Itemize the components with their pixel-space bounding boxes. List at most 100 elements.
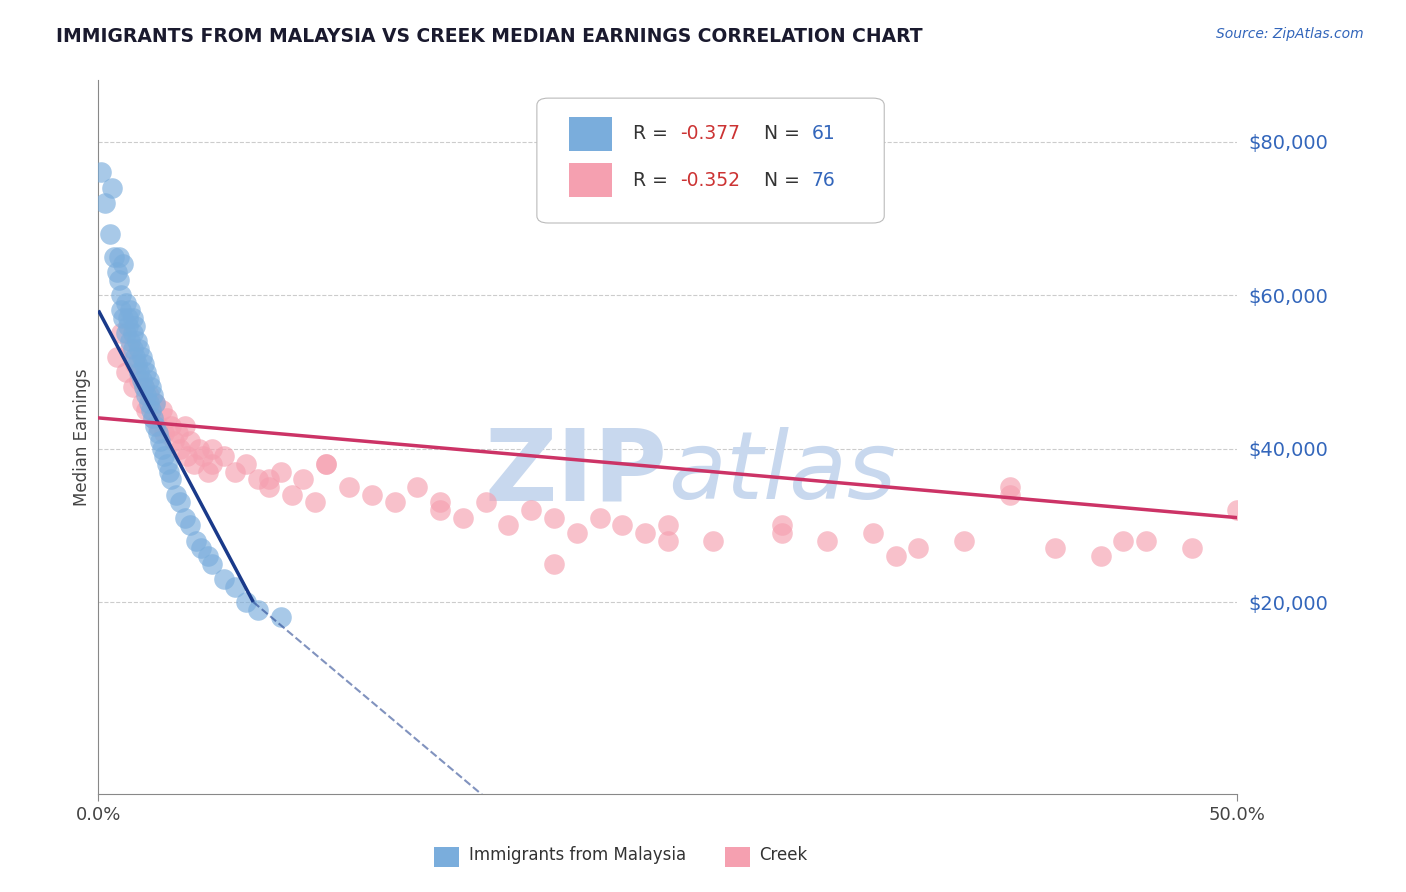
Point: [235, 595, 257, 609]
Point: [110, 303, 132, 318]
Text: R =: R =: [633, 124, 673, 144]
Text: ZIP: ZIP: [485, 425, 668, 521]
Point: [138, 372, 160, 386]
Point: [139, 403, 162, 417]
Point: [565, 526, 588, 541]
Point: [145, 418, 167, 433]
Point: [167, 426, 190, 441]
Point: [907, 541, 929, 556]
Point: [169, 495, 191, 509]
Text: N =: N =: [763, 124, 806, 144]
Point: [146, 418, 169, 433]
Point: [142, 388, 165, 402]
Point: [105, 265, 128, 279]
Point: [201, 442, 224, 456]
Point: [176, 450, 198, 464]
Point: [702, 533, 724, 548]
Point: [884, 549, 907, 563]
Point: [101, 180, 124, 194]
Point: [128, 342, 150, 356]
Point: [201, 457, 224, 471]
Point: [235, 457, 257, 471]
Point: [114, 326, 136, 341]
Point: [139, 380, 162, 394]
Point: [246, 603, 269, 617]
Point: [117, 318, 139, 333]
Point: [384, 495, 406, 509]
Point: [246, 472, 269, 486]
Point: [998, 480, 1021, 494]
Point: [127, 357, 149, 371]
Point: [224, 580, 246, 594]
FancyBboxPatch shape: [569, 163, 612, 197]
Point: [142, 410, 165, 425]
Point: [212, 572, 235, 586]
Point: [429, 503, 451, 517]
Point: [142, 410, 165, 425]
Point: [174, 510, 197, 524]
Point: [157, 465, 180, 479]
Point: [124, 350, 146, 364]
Point: [128, 365, 150, 379]
Point: [120, 334, 142, 348]
Text: -0.352: -0.352: [681, 170, 741, 190]
Point: [150, 442, 173, 456]
Point: [108, 273, 131, 287]
Point: [1043, 541, 1066, 556]
FancyBboxPatch shape: [725, 847, 749, 867]
Point: [304, 495, 326, 509]
Point: [145, 395, 167, 409]
Point: [815, 533, 838, 548]
Point: [634, 526, 657, 541]
Point: [406, 480, 429, 494]
Point: [138, 388, 160, 402]
Point: [451, 510, 474, 524]
Point: [127, 334, 149, 348]
Text: Source: ZipAtlas.com: Source: ZipAtlas.com: [1216, 27, 1364, 41]
Point: [174, 418, 197, 433]
Point: [259, 472, 281, 486]
Point: [337, 480, 360, 494]
Point: [108, 250, 131, 264]
Point: [120, 303, 142, 318]
Point: [153, 426, 176, 441]
Point: [657, 533, 679, 548]
Point: [520, 503, 543, 517]
Text: 76: 76: [811, 170, 835, 190]
Point: [165, 488, 187, 502]
Point: [128, 372, 150, 386]
Point: [187, 442, 209, 456]
Point: [270, 465, 292, 479]
Point: [149, 434, 172, 448]
Point: [270, 610, 292, 624]
Point: [124, 318, 146, 333]
Point: [121, 311, 143, 326]
Point: [588, 510, 610, 524]
Point: [543, 557, 565, 571]
Point: [281, 488, 304, 502]
Point: [112, 311, 135, 326]
Text: atlas: atlas: [668, 427, 896, 518]
Point: [105, 350, 128, 364]
Text: Immigrants from Malaysia: Immigrants from Malaysia: [468, 846, 686, 863]
Point: [1181, 541, 1204, 556]
Point: [193, 450, 215, 464]
FancyBboxPatch shape: [569, 117, 612, 151]
Point: [90, 165, 112, 179]
Point: [998, 488, 1021, 502]
Text: -0.377: -0.377: [681, 124, 741, 144]
Point: [135, 403, 157, 417]
Point: [103, 250, 125, 264]
Point: [770, 518, 793, 533]
Y-axis label: Median Earnings: Median Earnings: [73, 368, 91, 506]
Point: [160, 472, 183, 486]
FancyBboxPatch shape: [434, 847, 460, 867]
Point: [498, 518, 520, 533]
Point: [197, 465, 219, 479]
Point: [131, 350, 153, 364]
Point: [98, 227, 121, 241]
Point: [186, 533, 208, 548]
Text: R =: R =: [633, 170, 673, 190]
Point: [131, 372, 153, 386]
Point: [131, 395, 153, 409]
